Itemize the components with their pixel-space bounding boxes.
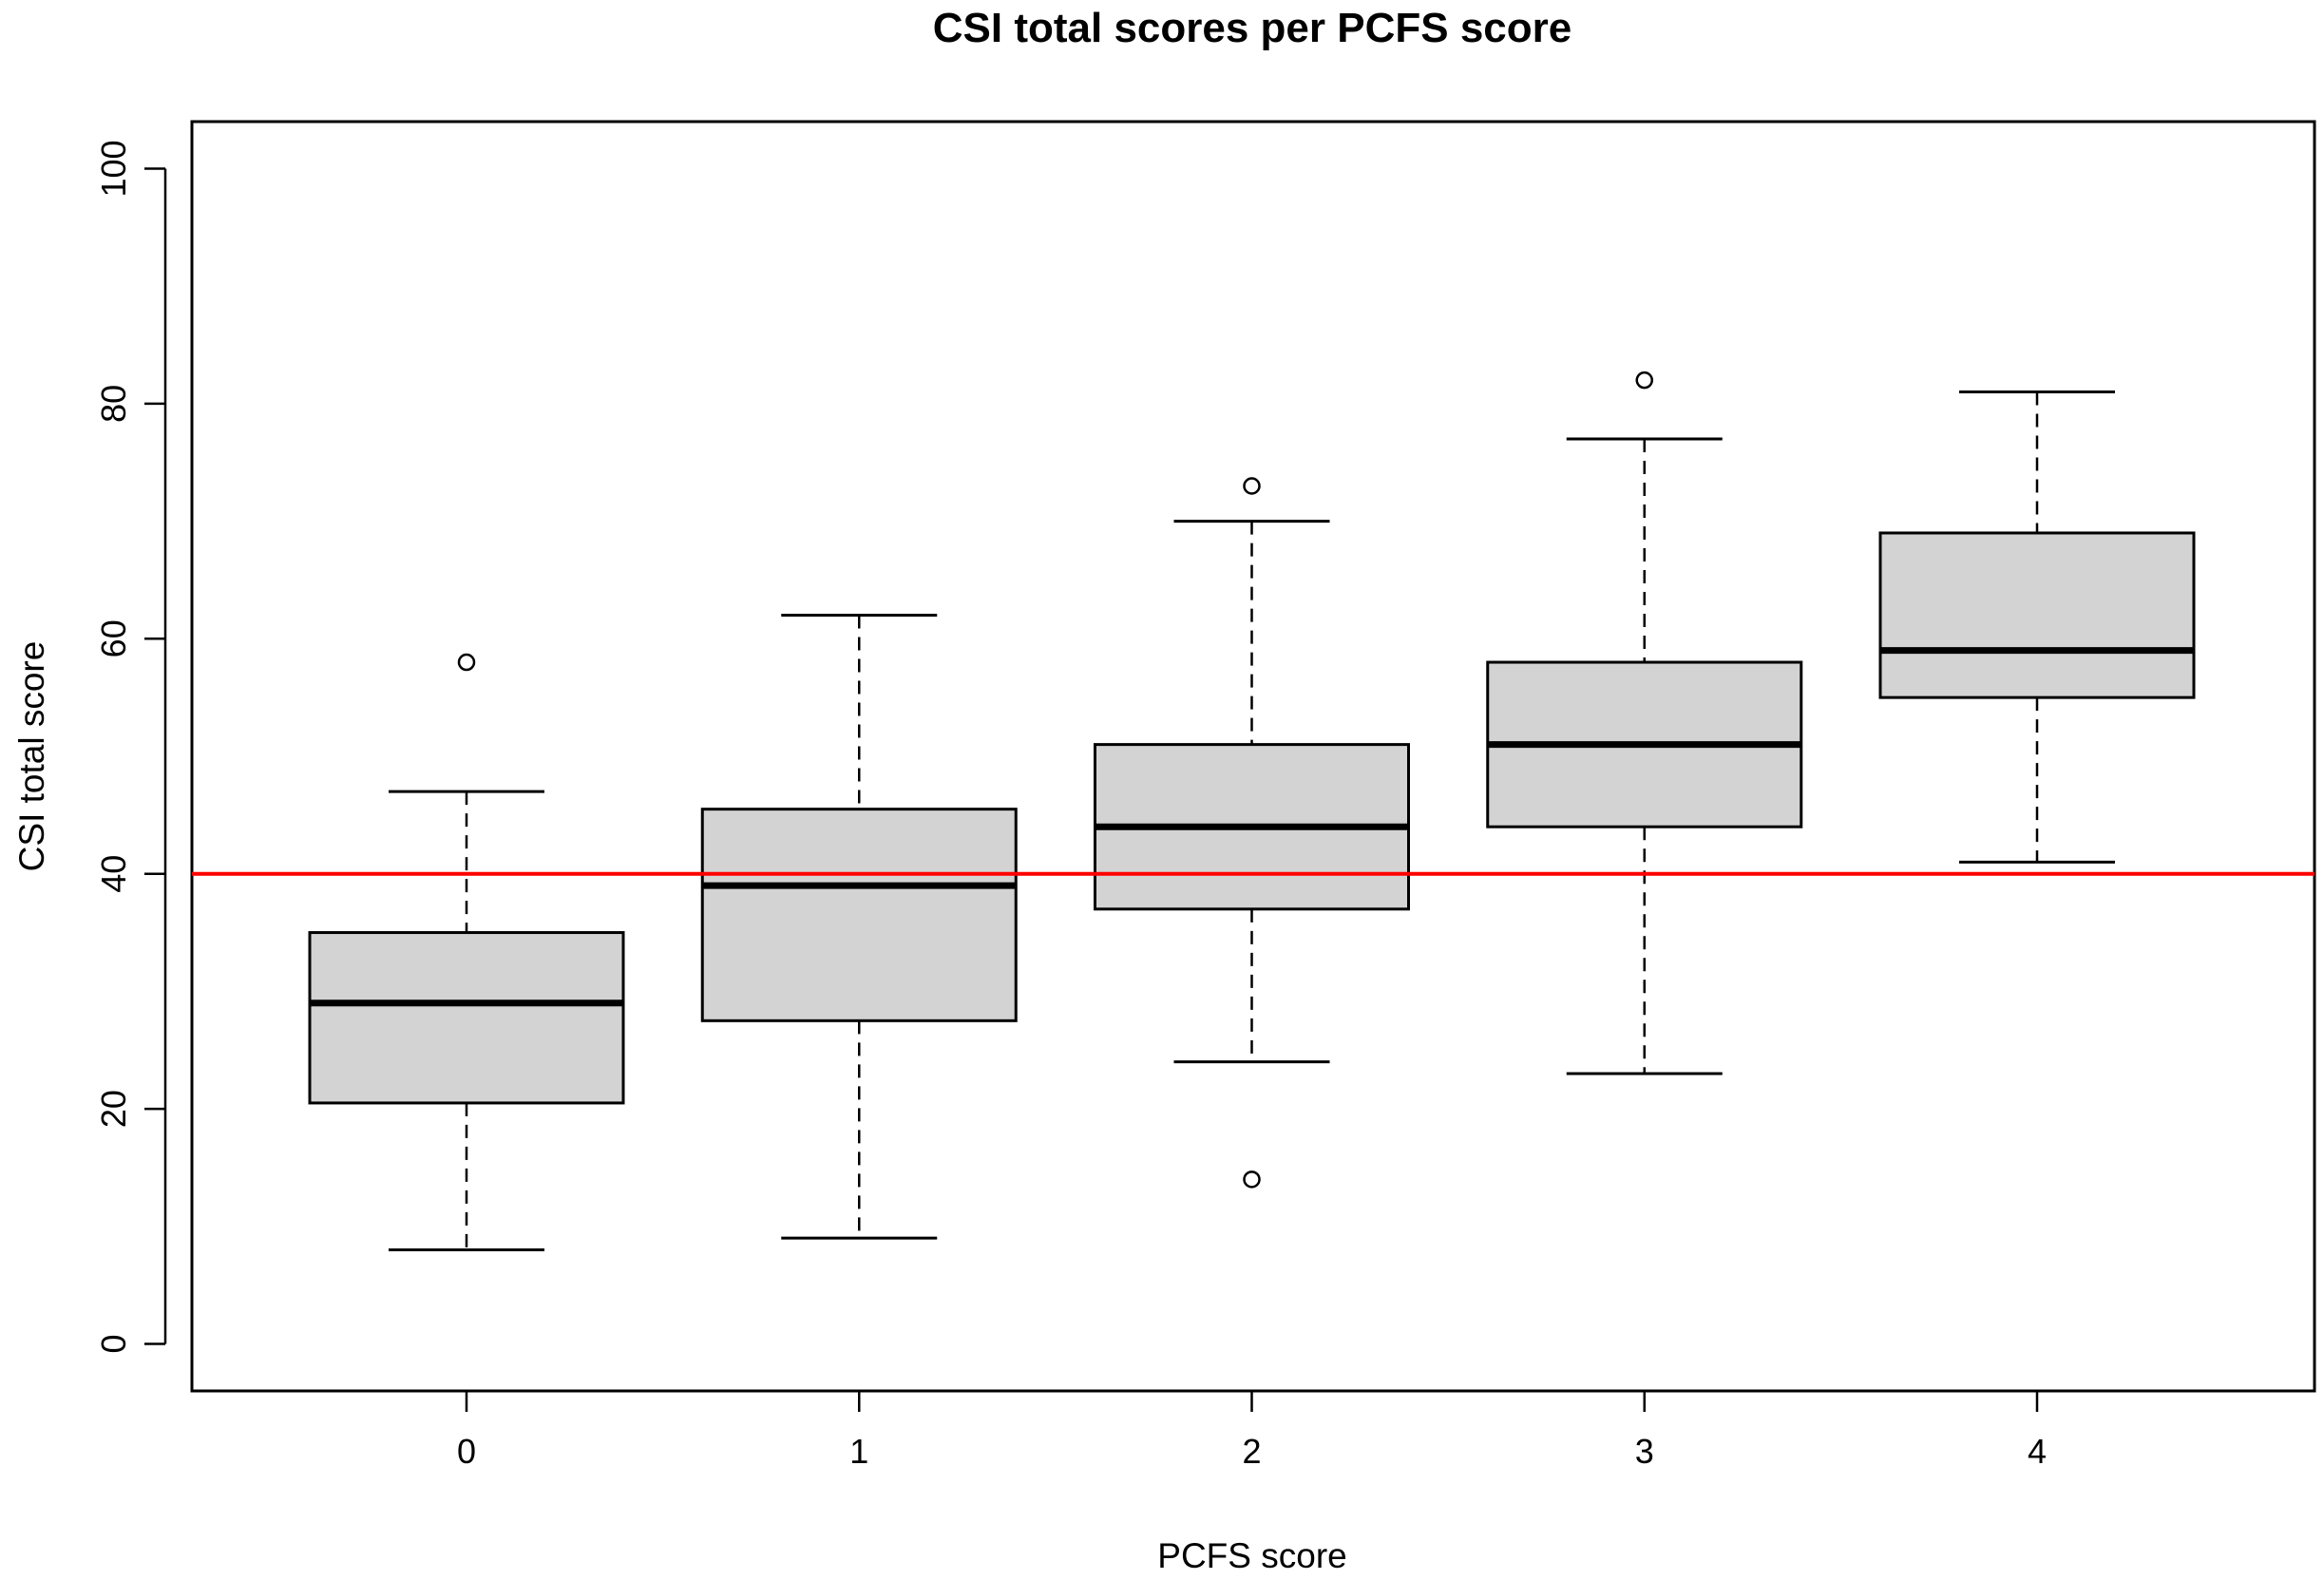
box-1 bbox=[700, 614, 1018, 1240]
y-tick-label: 80 bbox=[94, 385, 133, 423]
x-axis: 0 1 2 3 4 bbox=[457, 1389, 2047, 1471]
box-series bbox=[308, 371, 2196, 1252]
outlier-point bbox=[1243, 477, 1261, 495]
outlier-point bbox=[1635, 371, 1653, 390]
y-tick-label: 40 bbox=[94, 855, 133, 893]
x-axis-label: PCFS score bbox=[1157, 1536, 1346, 1575]
outlier-point bbox=[1243, 1171, 1261, 1189]
iqr-box bbox=[1878, 531, 2196, 699]
box-2 bbox=[1094, 477, 1410, 1189]
x-tick-label: 3 bbox=[1635, 1432, 1654, 1471]
y-tick-label: 100 bbox=[94, 140, 133, 197]
y-axis-label: CSI total score bbox=[12, 641, 51, 872]
y-axis: 0 20 40 60 80 100 bbox=[94, 140, 167, 1354]
x-tick-label: 0 bbox=[457, 1432, 476, 1471]
box-4 bbox=[1878, 390, 2196, 864]
box-0 bbox=[308, 653, 625, 1252]
y-tick-label: 20 bbox=[94, 1090, 133, 1128]
y-tick-label: 0 bbox=[94, 1335, 133, 1354]
iqr-box bbox=[308, 931, 625, 1105]
box-3 bbox=[1486, 371, 1803, 1076]
x-tick-label: 2 bbox=[1242, 1432, 1261, 1471]
chart-title: CSI total scores per PCFS score bbox=[933, 5, 1572, 51]
iqr-box bbox=[700, 808, 1018, 1022]
y-tick-label: 60 bbox=[94, 619, 133, 657]
x-tick-label: 1 bbox=[849, 1432, 868, 1471]
x-tick-label: 4 bbox=[2028, 1432, 2047, 1471]
outlier-point bbox=[457, 653, 476, 672]
